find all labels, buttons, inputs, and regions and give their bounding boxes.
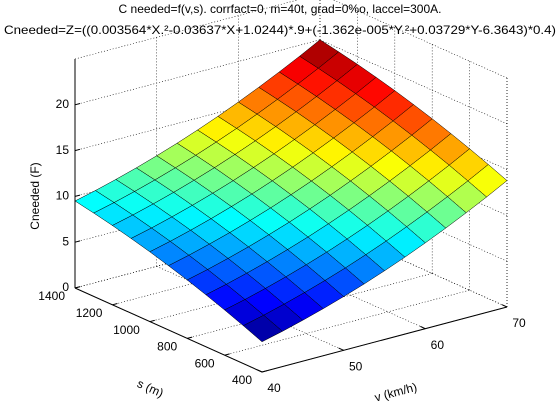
z-tick-label: 10: [56, 189, 70, 203]
y-tick-label: 1400: [38, 289, 65, 303]
y-tick: [112, 303, 118, 306]
z-tick: [74, 240, 81, 243]
x-tick: [501, 304, 508, 308]
grid-line: [319, 39, 508, 125]
x-tick-label: 70: [512, 316, 526, 330]
z-tick: [74, 194, 81, 197]
surface-face: [242, 314, 283, 343]
z-tick: [74, 148, 81, 152]
chart-title: C needed=f(v,s). corrfact=0, m=40t, grad…: [119, 2, 442, 16]
y-tick: [149, 319, 155, 323]
y-tick: [224, 353, 230, 356]
box-edge: [74, 0, 299, 60]
x-tick: [338, 347, 344, 351]
y-tick-label: 1200: [76, 306, 103, 320]
z-tick: [74, 103, 81, 106]
chart-subtitle: Cneeded=Z=((0.003564*X.²-0.03637*X+1.024…: [4, 23, 556, 37]
y-tick-label: 800: [157, 340, 177, 354]
y-axis-label: s (m): [135, 376, 166, 400]
x-tick: [256, 369, 263, 373]
y-tick: [261, 370, 268, 373]
grid-line: [224, 289, 470, 356]
x-axis: [261, 306, 508, 373]
z-tick-label: 15: [56, 143, 70, 157]
x-tick-label: 50: [349, 360, 363, 374]
x-tick-label: 60: [431, 338, 445, 352]
y-tick-label: 600: [195, 356, 215, 370]
grid-line: [319, 222, 508, 308]
y-axis: [74, 287, 263, 373]
y-tick-label: 400: [232, 373, 252, 387]
y-tick: [74, 286, 81, 289]
grid-line: [74, 39, 321, 106]
z-tick-label: 5: [62, 234, 69, 248]
x-tick: [420, 325, 426, 330]
y-tick: [187, 336, 193, 339]
y-tick-label: 1000: [113, 323, 140, 337]
z-tick-label: 20: [56, 97, 70, 111]
z-axis-label: Cneeded (F): [28, 162, 42, 229]
x-tick-label: 40: [267, 381, 281, 395]
z-tick-label: 0: [62, 280, 69, 294]
x-axis-label: v (km/h): [373, 380, 418, 405]
box-edge: [332, 0, 508, 79]
grid-line: [74, 85, 321, 151]
